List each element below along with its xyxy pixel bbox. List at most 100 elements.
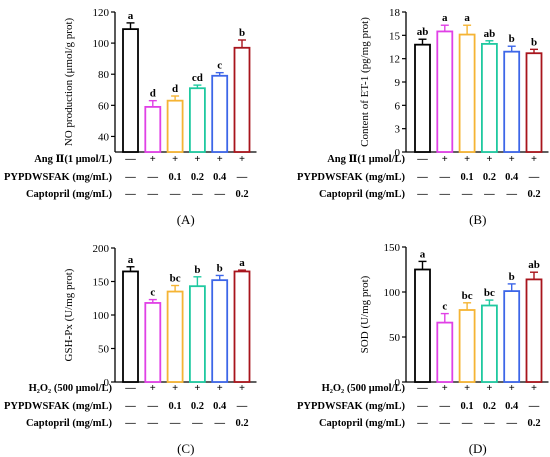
treatment-cell: 0.2 xyxy=(191,401,204,412)
treatment-cell: — xyxy=(124,154,136,165)
y-tick-label: 3 xyxy=(395,124,401,136)
treatment-cell: + xyxy=(509,383,515,394)
panel-label: (D) xyxy=(469,441,487,456)
treatment-cell: 0.2 xyxy=(483,401,496,412)
treatment-cell: — xyxy=(416,172,428,183)
treatment-cell: — xyxy=(416,154,428,165)
y-tick-label: 200 xyxy=(93,243,110,255)
treatment-cell: + xyxy=(239,383,245,394)
significance-letter: cd xyxy=(192,72,203,84)
treatment-row-label: H₂O₂ (500 μmol/L) xyxy=(29,383,113,394)
treatment-cell: — xyxy=(236,172,248,183)
bar xyxy=(480,304,498,383)
treatment-cell: + xyxy=(239,154,245,165)
treatment-cell: + xyxy=(194,154,200,165)
treatment-cell: + xyxy=(509,154,515,165)
treatment-cell: + xyxy=(217,154,223,165)
panel-label: (A) xyxy=(177,212,195,227)
panel-a: 40 60 80 100 120 NO production (μmol/g prot) a… xyxy=(4,7,257,227)
significance-letter: c xyxy=(442,301,447,313)
bar xyxy=(144,105,162,153)
bar xyxy=(122,270,139,383)
treatment-cell: — xyxy=(191,189,203,200)
bar xyxy=(436,321,454,383)
significance-letter: c xyxy=(217,60,222,72)
treatment-cell: 0.2 xyxy=(235,418,248,429)
treatment-cell: + xyxy=(464,383,470,394)
treatment-cell: 0.2 xyxy=(527,418,540,429)
treatment-row-label: Ang Ⅱ(1 μmol/L) xyxy=(327,154,405,165)
bar xyxy=(144,302,162,383)
significance-letter: a xyxy=(128,254,134,266)
bar xyxy=(525,52,543,153)
treatment-row-label: Captopril (mg/mL) xyxy=(26,189,113,200)
treatment-cell: 0.4 xyxy=(505,172,519,183)
y-tick-label: 0 xyxy=(104,377,110,389)
treatment-cell: + xyxy=(442,383,448,394)
panel-c: 0 50 100 150 200 GSH-Px (U/mg prot) a c bc b b a H₂O… xyxy=(4,243,257,456)
significance-letter: b xyxy=(509,271,515,283)
y-tick-label: 150 xyxy=(384,242,401,254)
y-axis-label: SOD (U/mg prot) xyxy=(359,275,371,353)
treatment-cell: + xyxy=(442,154,448,165)
significance-letter: b xyxy=(509,33,515,45)
treatment-cell: + xyxy=(150,383,156,394)
treatment-cell: 0.4 xyxy=(213,172,227,183)
y-tick-label: 9 xyxy=(395,77,401,89)
significance-letter: a xyxy=(128,10,134,22)
treatment-row-label: PYPDWSFAK (mg/mL) xyxy=(4,172,113,183)
treatment-cell: — xyxy=(124,418,136,429)
treatment-cell: — xyxy=(169,189,181,200)
bar xyxy=(458,309,476,383)
significance-letter: a xyxy=(464,12,470,24)
significance-letter: ab xyxy=(484,28,496,40)
y-tick-label: 100 xyxy=(93,310,110,322)
bar xyxy=(503,290,521,383)
treatment-cell: — xyxy=(416,418,428,429)
treatment-cell: 0.2 xyxy=(483,172,496,183)
significance-letter: ab xyxy=(528,259,540,271)
bar xyxy=(525,278,543,383)
treatment-cell: — xyxy=(483,189,495,200)
treatment-cell: — xyxy=(147,189,159,200)
treatment-cell: — xyxy=(416,401,428,412)
bar xyxy=(166,290,184,383)
treatment-cell: — xyxy=(147,401,159,412)
treatment-cell: + xyxy=(531,154,537,165)
y-tick-label: 80 xyxy=(98,69,110,81)
treatment-cell: + xyxy=(172,383,178,394)
significance-letter: b xyxy=(531,36,537,48)
treatment-cell: — xyxy=(505,418,517,429)
y-axis-label: Content of ET-1 (pg/mg prot) xyxy=(359,17,371,147)
bar xyxy=(233,46,251,153)
treatment-cell: 0.1 xyxy=(461,172,474,183)
treatment-row-label: Captopril (mg/mL) xyxy=(26,418,113,429)
bar xyxy=(188,87,206,153)
treatment-cell: — xyxy=(236,401,248,412)
y-tick-label: 12 xyxy=(389,54,400,66)
treatment-cell: — xyxy=(213,189,225,200)
significance-letter: ab xyxy=(417,26,429,38)
treatment-cell: 0.2 xyxy=(191,172,204,183)
treatment-cell: — xyxy=(191,418,203,429)
significance-letter: c xyxy=(150,287,155,299)
significance-letter: bc xyxy=(462,290,473,302)
treatment-cell: 0.2 xyxy=(527,189,540,200)
treatment-cell: + xyxy=(172,154,178,165)
treatment-row-label: PYPDWSFAK (mg/mL) xyxy=(297,172,406,183)
significance-letter: b xyxy=(217,262,223,274)
treatment-cell: — xyxy=(416,189,428,200)
treatment-cell: — xyxy=(416,383,428,394)
treatment-cell: 0.1 xyxy=(461,401,474,412)
y-tick-label: 150 xyxy=(93,277,110,289)
treatment-cell: 0.1 xyxy=(169,401,182,412)
treatment-cell: — xyxy=(124,383,136,394)
bar xyxy=(122,28,139,153)
treatment-cell: — xyxy=(124,401,136,412)
significance-letter: bc xyxy=(170,273,181,285)
treatment-row-label: Captopril (mg/mL) xyxy=(319,189,406,200)
significance-letter: bc xyxy=(484,287,495,299)
panel-label: (B) xyxy=(469,212,486,227)
treatment-row-label: Ang Ⅱ(1 μmol/L) xyxy=(34,154,112,165)
bar xyxy=(503,50,521,153)
